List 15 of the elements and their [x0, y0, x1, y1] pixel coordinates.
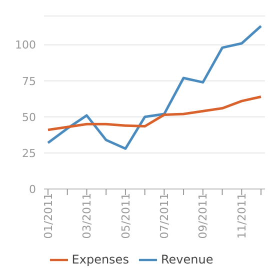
line-series	[46, 24, 262, 150]
y-tick-label: 25	[22, 146, 36, 160]
x-tick-label: 07/2011	[158, 193, 171, 239]
y-tick-label: 50	[22, 110, 36, 124]
line-series	[46, 95, 262, 132]
legend-label: Expenses	[72, 252, 129, 266]
legend-label: Revenue	[160, 252, 214, 266]
x-tick-label: 03/2011	[80, 193, 94, 239]
x-tick-label: 01/2011	[42, 193, 55, 239]
y-tick-label: 100	[15, 38, 36, 52]
x-tick-label: 09/2011	[196, 193, 210, 239]
x-tick-label: 05/2011	[119, 193, 132, 239]
y-tick-label: 75	[22, 74, 36, 88]
x-tick-label: 11/2011	[235, 193, 248, 239]
y-tick-label: 0	[29, 182, 36, 196]
